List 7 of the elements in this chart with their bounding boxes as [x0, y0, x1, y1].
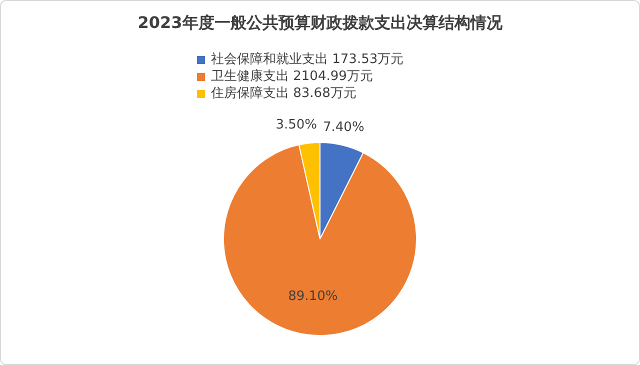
- data-label: 7.40%: [323, 120, 364, 135]
- data-label: 89.10%: [288, 288, 338, 304]
- data-label: 3.50%: [276, 118, 317, 133]
- legend-label: 卫生健康支出 2104.99万元: [211, 68, 373, 85]
- chart-title: 2023年度一般公共预算财政拨款支出决算结构情况: [136, 13, 504, 34]
- legend-label: 社会保障和就业支出 173.53万元: [211, 51, 404, 68]
- legend-label: 住房保障支出 83.68万元: [211, 85, 356, 102]
